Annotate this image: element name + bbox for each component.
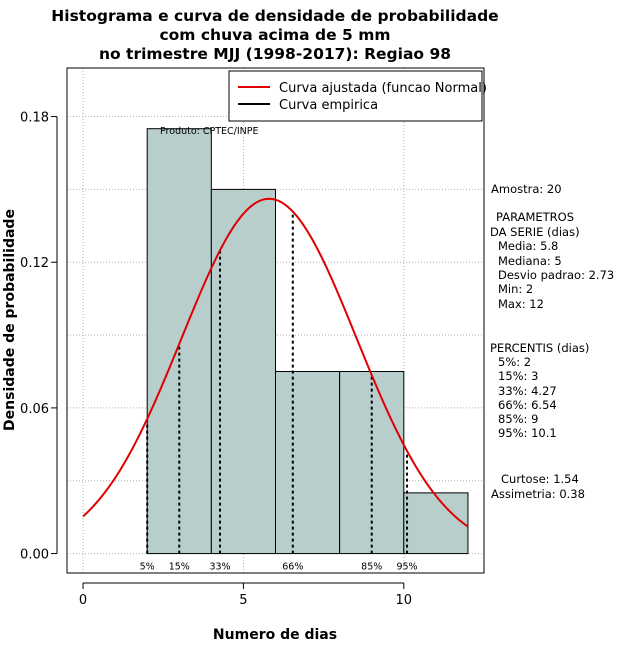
percentile-label: 66% — [282, 562, 303, 573]
stats-max: Max: 12 — [498, 297, 544, 311]
histogram-bar — [146, 128, 212, 555]
y-tick-label: 0.06 — [20, 402, 49, 417]
x-tick-label: 0 — [79, 593, 87, 608]
x-tick-label: 5 — [239, 593, 247, 608]
x-tick-label: 10 — [396, 593, 413, 608]
legend: Curva ajustada (funcao Normal) Curva emp… — [228, 70, 487, 122]
title-line-2: com chuva acima de 5 mm — [159, 26, 390, 44]
percentile-labels: 5% 15% 33% 66% 85% 95% — [140, 562, 418, 573]
stats-sd: Desvio padrao: 2.73 — [498, 268, 614, 282]
stats-sample: Amostra: 20 — [491, 182, 562, 196]
stats-p5: 5%: 2 — [498, 355, 531, 369]
percentile-label: 85% — [361, 562, 382, 573]
chart-title: Histograma e curva de densidade de proba… — [51, 7, 498, 63]
y-tick-label: 0.00 — [20, 548, 49, 563]
stats-pct-header: PERCENTIS (dias) — [490, 341, 589, 355]
source-note: Produto: CPTEC/INPE — [160, 126, 259, 137]
legend-box — [228, 70, 483, 122]
histogram-bar — [210, 188, 277, 555]
stats-p15: 15%: 3 — [498, 369, 538, 383]
percentile-label: 15% — [169, 562, 190, 573]
title-line-3: no trimestre MJJ (1998-2017): Regiao 98 — [99, 45, 451, 63]
histogram-bar — [275, 370, 341, 555]
y-tick-label: 0.12 — [20, 256, 49, 271]
stats-p85: 85%: 9 — [498, 412, 538, 426]
grid-lines — [67, 68, 484, 573]
percentile-label: 33% — [209, 562, 230, 573]
x-axis: 0 5 10 — [79, 582, 413, 608]
title-line-1: Histograma e curva de densidade de proba… — [51, 7, 498, 25]
histogram-bar — [403, 492, 469, 555]
normal-fit-curve — [82, 197, 469, 528]
y-tick-label: 0.18 — [20, 111, 49, 126]
percentile-label: 95% — [396, 562, 417, 573]
legend-label-normal: Curva ajustada (funcao Normal) — [279, 81, 487, 96]
stats-p33: 33%: 4.27 — [498, 384, 557, 398]
stats-params-header: PARAMETROS — [496, 210, 574, 224]
stats-p95: 95%: 10.1 — [498, 426, 557, 440]
y-axis: 0.00 0.06 0.12 0.18 — [20, 111, 58, 563]
stats-min: Min: 2 — [498, 282, 533, 296]
stats-skewness: Assimetria: 0.38 — [491, 487, 585, 501]
plot-frame — [66, 67, 485, 574]
stats-median: Mediana: 5 — [498, 254, 562, 268]
percentile-lines — [146, 211, 409, 554]
stats-params-subheader: DA SERIE (dias) — [490, 225, 580, 239]
stats-mean: Media: 5.8 — [498, 239, 558, 253]
x-axis-title: Numero de dias — [213, 627, 337, 643]
stats-p66: 66%: 6.54 — [498, 398, 557, 412]
stats-panel: Amostra: 20 PARAMETROS DA SERIE (dias) M… — [490, 182, 614, 501]
legend-label-empirical: Curva empirica — [279, 98, 378, 113]
y-axis-title: Densidade de probabilidade — [2, 209, 18, 431]
stats-kurtosis: Curtose: 1.54 — [501, 472, 579, 486]
percentile-label: 5% — [140, 562, 155, 573]
histogram-bars — [146, 128, 469, 555]
